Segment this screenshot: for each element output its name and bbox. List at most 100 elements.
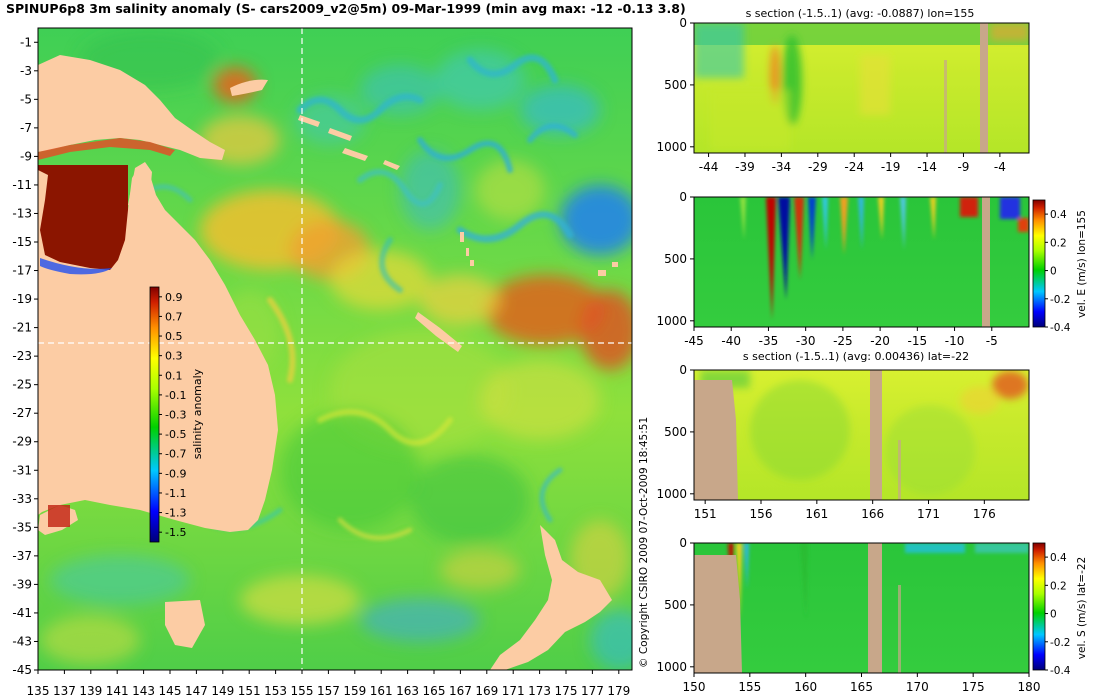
map-y-tick-label: -9 (20, 149, 32, 163)
land-new-britain (230, 79, 268, 96)
panel4-y-tick-label: 1000 (656, 660, 687, 674)
panel3-x-tick-label: 151 (694, 507, 717, 521)
panel3-title: s section (-1.5..1) (avg: 0.00436) lat=-… (743, 350, 969, 363)
panel3-axes: 151 156 161 166 171 176 0 500 1000 (656, 363, 995, 521)
panel3-x-tick-label: 161 (805, 507, 828, 521)
salinity-colorbar-tick-label: -0.9 (165, 467, 186, 480)
velocity-panel-4: 150 155 160 165 170 175 180 0 500 1000 0.4 0.2 0 -0.… (656, 536, 1088, 694)
panel3-x-tick-label: 171 (917, 507, 940, 521)
panel3-y-tick-label: 500 (664, 425, 687, 439)
panel4-land-west (694, 555, 742, 673)
vel-colorbar-tick-label: 0 (1050, 266, 1057, 278)
salinity-colorbar-tick-label: -1.1 (165, 487, 186, 500)
vel-colorbar-tick-label: -0.4 (1050, 322, 1071, 334)
salinity-colorbar-tick-label: -0.7 (165, 448, 186, 461)
panel3-y-tick-label: 1000 (656, 487, 687, 501)
coastal-anomaly (38, 138, 175, 160)
map-x-tick-label: 167 (449, 684, 472, 698)
gulf-anomaly (38, 165, 128, 275)
panel2-x-tick-label: -45 (684, 334, 704, 348)
map-x-tick-label: 163 (396, 684, 419, 698)
copyright-notice: © Copyright CSIRO 2009 07-Oct-2009 18:45… (638, 416, 650, 668)
panel3-land-mid (870, 370, 882, 500)
panel4-x-tick-label: 160 (794, 680, 817, 694)
map-y-tick-label: -3 (20, 64, 32, 78)
map-y-tick-label: -11 (12, 178, 32, 192)
panel2-y-tick-label: 0 (679, 190, 687, 204)
salinity-colorbar-tick-label: 0.9 (165, 291, 183, 304)
panel4-land-mid (868, 543, 882, 673)
map-x-axis: 135 137 139 141 143 145 147 149 151 153 155 157 159 1… (27, 670, 630, 698)
salinity-colorbar-tick-label: 0.1 (165, 369, 183, 382)
map-y-tick-label: -29 (12, 435, 32, 449)
map-x-tick-label: 157 (317, 684, 340, 698)
map-x-tick-label: 165 (423, 684, 446, 698)
salinity-colorbar: 0.9 0.7 0.5 0.3 0.1 -0.1 -0.3 -0.5 -0.7 -0.9 -1.1 -… (149, 286, 204, 543)
map-x-tick-label: 169 (475, 684, 498, 698)
velocity-e-colorbar: 0.4 0.2 0 -0.2 -0.4 vel. E (m/s) lon=155 (1032, 199, 1088, 334)
land-png (38, 55, 225, 160)
panel3-field (694, 370, 1029, 500)
map-x-tick-label: 171 (502, 684, 525, 698)
panel3-land-west (694, 380, 738, 500)
land-cape-york (128, 162, 152, 210)
salinity-colorbar-tick-label: -0.3 (165, 409, 186, 422)
salinity-colorbar-ramp (149, 286, 160, 543)
vel-s-colorbar-label: vel. S (m/s) lat=-22 (1076, 557, 1088, 659)
panel4-y-tick-label: 0 (679, 536, 687, 550)
land-small-islands (460, 232, 618, 276)
map-x-tick-label: 159 (343, 684, 366, 698)
panel4-x-tick-label: 170 (906, 680, 929, 694)
salinity-colorbar-tick-label: 0.7 (165, 310, 183, 323)
vel-colorbar-tick-label: -0.2 (1050, 294, 1071, 306)
panel2-x-tick-label: -40 (721, 334, 741, 348)
salinity-colorbar-tick-label: -1.5 (165, 526, 186, 539)
salinity-colorbar-tick-label: -0.1 (165, 389, 186, 402)
panel3-x-tick-label: 176 (973, 507, 996, 521)
panel1-title: s section (-1.5..1) (avg: -0.0887) lon=1… (746, 7, 975, 20)
velocity-s-colorbar: 0.4 0.2 0 -0.2 -0.4 vel. S (m/s) lat=-22 (1032, 542, 1088, 677)
vel-colorbar-tick-label: 0.4 (1050, 552, 1067, 564)
panel1-x-tick-label: -34 (772, 160, 792, 174)
map-y-tick-label: -41 (12, 606, 32, 620)
vel-colorbar-tick-label: 0.2 (1050, 580, 1067, 592)
salinity-colorbar-tick-label: 0.5 (165, 330, 183, 343)
vel-colorbar-tick-label: -0.4 (1050, 665, 1071, 677)
map-y-tick-label: -35 (12, 520, 32, 534)
panel3-y-tick-label: 0 (679, 363, 687, 377)
section-panel-3: s section (-1.5..1) (avg: 0.00436) lat=-… (656, 350, 1030, 521)
map-y-tick-label: -45 (12, 663, 32, 677)
map-x-tick-label: 153 (264, 684, 287, 698)
panel1-x-tick-label: -9 (957, 160, 969, 174)
salinity-colorbar-tick-label: 0.3 (165, 350, 183, 363)
panel4-x-tick-label: 175 (962, 680, 985, 694)
map-y-tick-label: -21 (12, 321, 32, 335)
map-x-tick-label: 141 (106, 684, 129, 698)
land-new-caledonia (415, 312, 462, 352)
map-x-tick-label: 143 (132, 684, 155, 698)
panel4-axes: 150 155 160 165 170 175 180 0 500 1000 (656, 536, 1040, 694)
map-x-tick-label: 161 (370, 684, 393, 698)
map-y-tick-label: -19 (12, 292, 32, 306)
panel1-x-tick-label: -29 (808, 160, 828, 174)
panel1-x-tick-label: -24 (844, 160, 864, 174)
panel2-y-tick-label: 500 (664, 252, 687, 266)
panel2-x-tick-label: -35 (759, 334, 779, 348)
map-x-tick-label: 147 (185, 684, 208, 698)
vel-colorbar-tick-label: 0.4 (1050, 209, 1067, 221)
map-x-tick-label: 137 (53, 684, 76, 698)
panel2-x-tick-label: -15 (908, 334, 928, 348)
salinity-colorbar-ticks: 0.9 0.7 0.5 0.3 0.1 -0.1 -0.3 -0.5 -0.7 -0.9 -1.1 -… (159, 291, 186, 539)
coastal-red-sw (48, 505, 70, 527)
map-y-tick-label: -7 (20, 121, 32, 135)
land-tasmania (165, 600, 205, 648)
panel1-x-tick-label: -44 (699, 160, 719, 174)
map-x-tick-label: 155 (291, 684, 314, 698)
map-y-tick-label: -39 (12, 577, 32, 591)
panel1-x-tick-label: -4 (994, 160, 1006, 174)
vel-colorbar-tick-label: 0.2 (1050, 237, 1067, 249)
panel1-x-tick-label: -39 (735, 160, 755, 174)
map-y-tick-label: -33 (12, 492, 32, 506)
map-y-tick-label: -13 (12, 206, 32, 220)
